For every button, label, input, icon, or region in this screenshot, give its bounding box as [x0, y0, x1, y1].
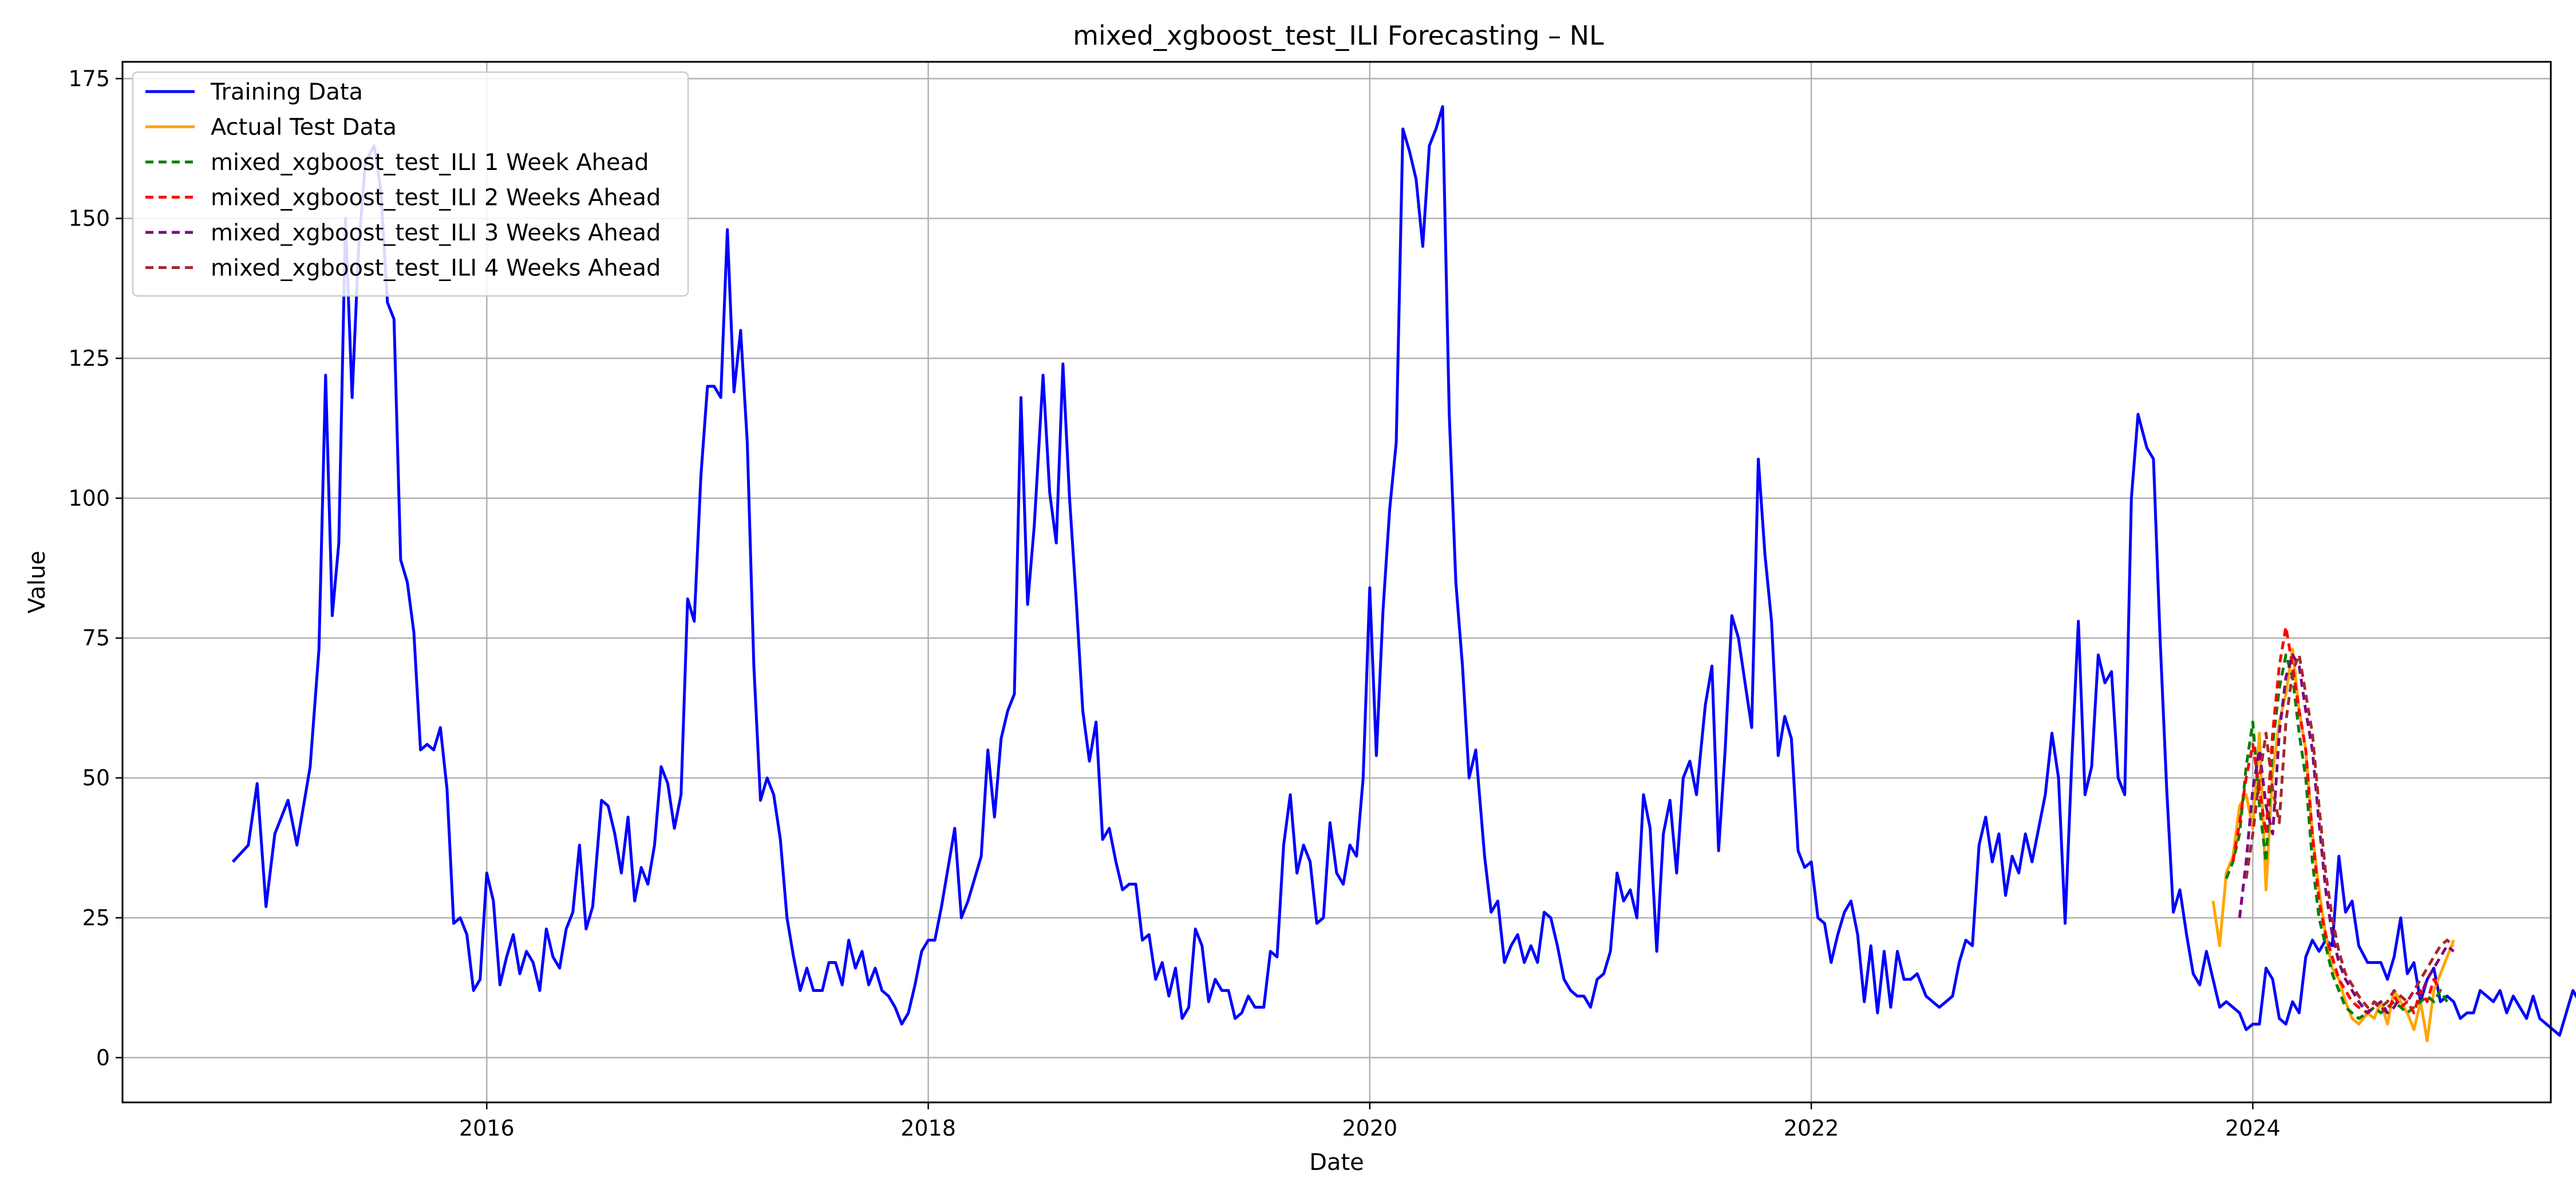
- legend-label: Training Data: [210, 79, 363, 105]
- series-line-3: [2231, 625, 2442, 1015]
- y-tick-label: 100: [68, 485, 110, 511]
- chart-title: mixed_xgboost_test_ILI Forecasting – NL: [1073, 20, 1604, 51]
- y-tick-label: 75: [82, 626, 110, 651]
- legend-box: [132, 71, 689, 297]
- x-tick-label: 2022: [1784, 1116, 1839, 1141]
- x-tick-label: 2018: [900, 1116, 956, 1141]
- x-axis-label: Date: [1309, 1149, 1364, 1176]
- legend-label: mixed_xgboost_test_ILI 4 Weeks Ahead: [211, 255, 661, 282]
- x-tick-label: 2024: [2225, 1116, 2281, 1141]
- x-tick-label: 2016: [459, 1116, 515, 1141]
- y-axis-ticks: 0 25 50 75 100 125 150 175: [68, 66, 123, 1070]
- legend-label: mixed_xgboost_test_ILI 3 Weeks Ahead: [211, 220, 661, 246]
- y-tick-label: 125: [68, 346, 110, 371]
- series-line-4: [2238, 653, 2455, 1015]
- series-lines: [231, 105, 2576, 1042]
- y-tick-label: 50: [82, 765, 110, 790]
- series-line-5: [2245, 653, 2455, 1009]
- series-line-0: [231, 105, 2576, 1037]
- legend-label: mixed_xgboost_test_ILI 2 Weeks Ahead: [211, 185, 661, 211]
- y-tick-label: 0: [96, 1045, 110, 1070]
- x-tick-label: 2020: [1342, 1116, 1397, 1141]
- y-tick-label: 175: [68, 66, 110, 91]
- legend-label: mixed_xgboost_test_ILI 1 Week Ahead: [211, 149, 649, 176]
- x-axis-ticks: 2016 2018 2020 2022 2024: [459, 1102, 2281, 1141]
- y-tick-label: 25: [82, 905, 110, 930]
- series-line-1: [2211, 647, 2455, 1042]
- legend-label: Actual Test Data: [211, 114, 397, 141]
- y-axis-label: Value: [24, 551, 50, 614]
- legend: Training Data Actual Test Data mixed_xgboo…: [132, 71, 689, 297]
- plot-frame: [121, 61, 2552, 1104]
- y-tick-label: 150: [68, 206, 110, 231]
